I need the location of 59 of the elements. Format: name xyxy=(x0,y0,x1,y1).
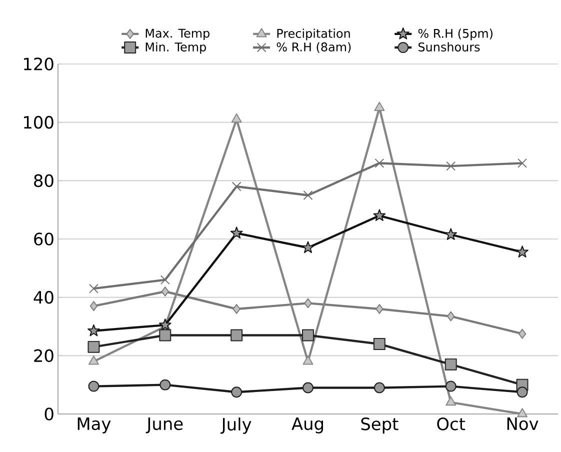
x-tick-label: July xyxy=(220,418,252,434)
point xyxy=(516,246,528,258)
point xyxy=(232,182,242,192)
point xyxy=(444,358,457,370)
point xyxy=(88,284,98,294)
point xyxy=(518,158,528,168)
point xyxy=(302,382,314,394)
y-tick-label: 80 xyxy=(34,174,54,188)
x-tick-label: Sept xyxy=(361,418,398,434)
point xyxy=(231,386,242,398)
point xyxy=(444,228,458,240)
legend-label: Sunshours xyxy=(418,42,480,52)
point xyxy=(160,275,170,285)
point xyxy=(304,298,312,308)
point xyxy=(90,301,98,312)
point xyxy=(159,329,172,342)
point xyxy=(231,113,242,123)
y-tick-label: 0 xyxy=(44,408,54,420)
point xyxy=(374,158,384,168)
x-tick-label: June xyxy=(146,418,183,434)
point xyxy=(230,226,243,238)
point xyxy=(445,380,456,392)
point xyxy=(302,329,314,342)
point xyxy=(302,356,314,365)
point xyxy=(88,324,100,336)
point xyxy=(374,382,385,394)
point xyxy=(374,102,385,111)
point xyxy=(373,338,386,350)
point xyxy=(376,304,384,314)
x-tick-label: May xyxy=(78,418,111,434)
y-tick-label: 120 xyxy=(24,58,54,70)
point xyxy=(517,408,528,418)
point xyxy=(373,209,386,221)
legend-label: Precipitation xyxy=(277,28,350,40)
y-tick-label: 40 xyxy=(34,290,54,304)
point xyxy=(230,329,243,342)
point xyxy=(88,380,100,392)
x-tick-label: Aug xyxy=(292,418,324,434)
y-tick-label: 60 xyxy=(34,232,54,246)
point xyxy=(518,328,526,339)
y-tick-label: 20 xyxy=(34,349,54,362)
point xyxy=(160,379,171,390)
point xyxy=(446,161,456,171)
point xyxy=(232,304,240,314)
legend-label: Max. Temp xyxy=(146,28,210,40)
y-tick-label: 100 xyxy=(24,116,54,129)
point xyxy=(446,396,456,406)
point xyxy=(302,241,314,254)
point xyxy=(161,286,170,296)
x-tick-label: Nov xyxy=(507,418,538,430)
legend-label: % R.H (5pm) xyxy=(418,28,492,40)
point xyxy=(88,356,99,365)
point xyxy=(303,190,313,200)
point xyxy=(516,386,528,398)
x-tick-label: Oct xyxy=(437,418,466,430)
legend-label: Min. Temp xyxy=(146,42,206,54)
point xyxy=(446,311,455,322)
legend-label: % R.H (8am) xyxy=(276,42,351,53)
point xyxy=(88,340,100,353)
